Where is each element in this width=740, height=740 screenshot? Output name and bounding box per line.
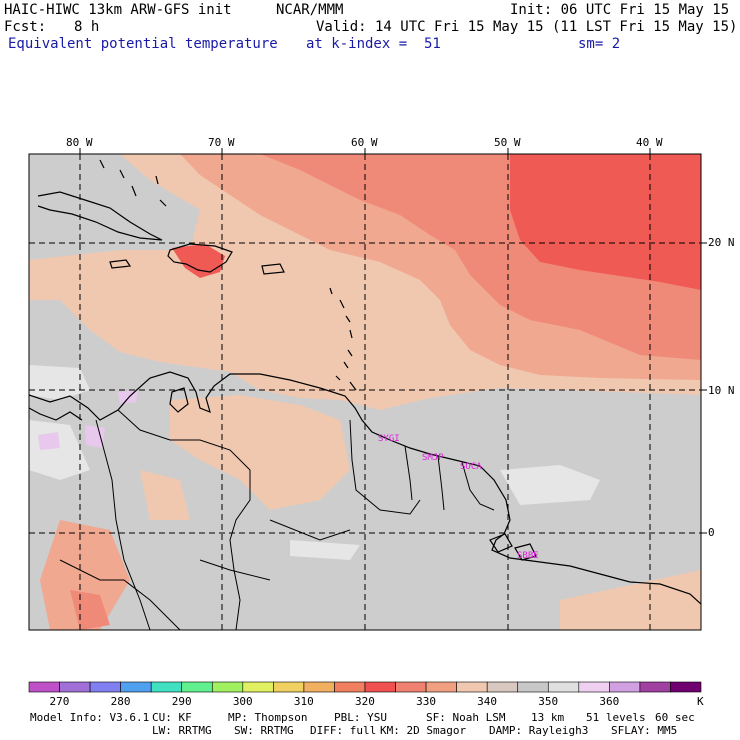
lat-label: 0 xyxy=(708,526,715,539)
theta-e-warm-patch xyxy=(140,470,190,520)
theta-e-cool-patch xyxy=(290,540,360,560)
model-mp: MP: Thompson xyxy=(228,711,308,724)
model-diff: DIFF: full xyxy=(310,724,377,737)
station-label-smjp: SMJP xyxy=(422,453,444,463)
country-borders xyxy=(59,409,495,630)
model-pbl: PBL: YSU xyxy=(334,711,387,724)
colorbar-swatch xyxy=(242,681,274,693)
colorbar-tick-label: 320 xyxy=(355,695,375,708)
smoothing-label: sm= 2 xyxy=(578,36,621,52)
colorbar-swatch xyxy=(150,681,183,693)
colorbar-swatch xyxy=(456,681,488,693)
colorbar-swatch xyxy=(547,681,580,693)
colorbar-swatch xyxy=(578,681,610,693)
theta-e-cool-patch xyxy=(29,365,90,400)
org-label: NCAR/MMM xyxy=(276,2,344,18)
colorbar-tick-label: 340 xyxy=(477,695,498,708)
colorbar-swatch xyxy=(425,681,457,693)
colorbar-tick-label: 280 xyxy=(110,695,131,708)
station-label-soca: SOCA xyxy=(460,462,482,472)
colorbar-swatch xyxy=(364,681,396,693)
colorbar-tick-label: 270 xyxy=(49,695,70,708)
valid-time: Valid: 14 UTC Fri 15 May 15 (11 LST Fri … xyxy=(316,19,738,35)
colorbar-tick-label: 350 xyxy=(538,695,559,708)
colorbar-swatch xyxy=(609,681,641,693)
model-resolution: 13 km xyxy=(531,711,565,724)
colorbar-tick-label: 290 xyxy=(171,695,192,708)
model-cu: CU: KF xyxy=(152,711,192,724)
colorbar-swatch xyxy=(639,681,671,693)
station-label-sbbe: SBBE xyxy=(517,551,539,561)
model-levels: 51 levels xyxy=(586,711,646,724)
colorbar-swatch xyxy=(517,681,549,693)
colorbar-swatch xyxy=(120,681,152,693)
lon-label: 70 W xyxy=(208,136,235,149)
axis-ticks xyxy=(79,148,707,534)
model-sf: SF: Noah LSM xyxy=(426,711,506,724)
lat-label: 20 N xyxy=(708,236,735,249)
theta-e-lavender-patch xyxy=(85,425,105,448)
model-damp: DAMP: Rayleigh3 xyxy=(489,724,589,737)
model-sflay: SFLAY: MM5 xyxy=(611,724,678,737)
colorbar-swatch xyxy=(303,681,335,693)
colorbar-swatch xyxy=(28,681,60,693)
theta-e-lavender-patch xyxy=(38,432,60,450)
colorbar-unit: K xyxy=(697,695,704,708)
lat-lon-grid xyxy=(29,154,701,630)
theta-e-hotspot-hispaniola xyxy=(172,244,225,278)
theta-e-325-330-region xyxy=(510,154,701,290)
colorbar-swatch xyxy=(486,681,519,693)
model-lw: LW: RRTMG xyxy=(152,724,212,737)
colorbar-tick-label: 310 xyxy=(293,695,314,708)
lon-label: 80 W xyxy=(66,136,93,149)
theta-e-cool-patch xyxy=(500,465,600,505)
colorbar-swatch xyxy=(59,681,91,693)
colorbar-swatch xyxy=(395,681,427,693)
colorbar-swatch xyxy=(670,681,702,693)
station-label-sygi: SYGI xyxy=(378,434,400,444)
theta-e-warm-patch xyxy=(560,570,701,630)
colorbar-swatch xyxy=(181,681,213,693)
colorbar-tick-label: 300 xyxy=(232,695,253,708)
colorbar-swatch xyxy=(211,681,244,693)
colorbar-swatch xyxy=(334,681,366,693)
colorbar-swatch xyxy=(273,681,305,693)
model-km: KM: 2D Smagor xyxy=(380,724,467,737)
lat-label: 10 N xyxy=(708,384,735,397)
model-sw: SW: RRTMG xyxy=(234,724,294,737)
field-name: Equivalent potential temperature xyxy=(8,36,278,52)
init-time: Init: 06 UTC Fri 15 May 15 xyxy=(510,2,730,18)
lon-label: 50 W xyxy=(494,136,521,149)
model-timestep: 60 sec xyxy=(655,711,695,724)
lon-label: 40 W xyxy=(636,136,663,149)
lon-label: 60 W xyxy=(351,136,378,149)
forecast-hour: 8 h xyxy=(74,19,100,35)
colorbar xyxy=(28,681,702,693)
coastlines xyxy=(29,159,701,605)
colorbar-tick-label: 330 xyxy=(416,695,436,708)
colorbar-tick-label: 360 xyxy=(599,695,620,708)
forecast-label: Fcst: xyxy=(4,19,47,35)
theta-e-warm-patch xyxy=(40,520,130,630)
colorbar-swatch xyxy=(89,681,121,693)
model-info: Model Info: V3.6.1 xyxy=(30,711,150,724)
level-label: at k-index = 51 xyxy=(306,36,441,52)
model-title: HAIC-HIWC 13km ARW-GFS init xyxy=(4,2,232,18)
theta-e-warm-patch xyxy=(170,395,350,510)
